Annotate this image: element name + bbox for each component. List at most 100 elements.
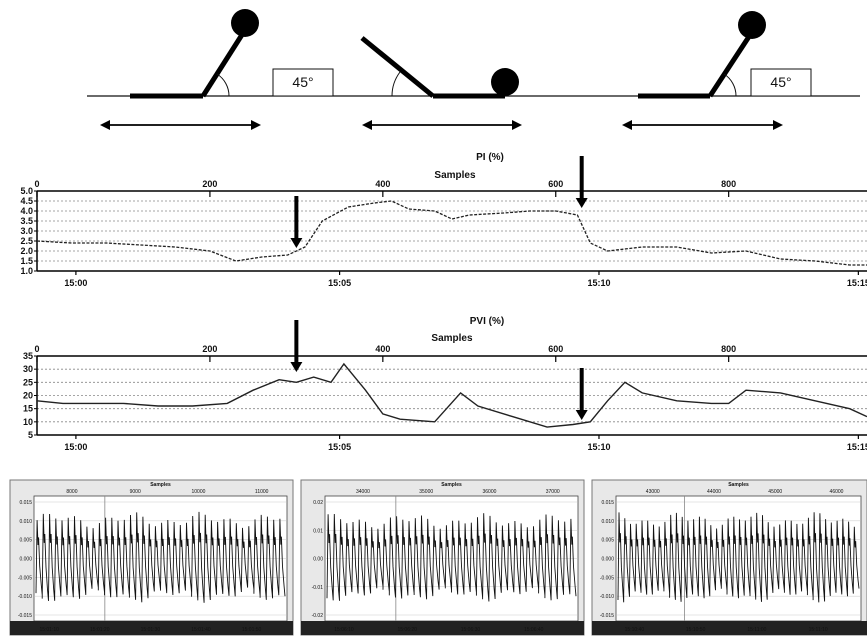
angle-label: 45°: [770, 74, 791, 90]
y-tick-label: -0.02: [312, 613, 324, 619]
sample-tick-label: 9000: [130, 489, 141, 495]
time-tick-label: 15:05: [328, 278, 351, 288]
time-tick-label: 15:01:30: [141, 627, 161, 633]
arrow-head-right: [773, 120, 783, 130]
pi-series-line: [36, 200, 867, 266]
position-1-legs-raised: 45°: [100, 9, 334, 130]
arrow-head-left: [622, 120, 632, 130]
sample-tick-label: 200: [202, 344, 217, 354]
time-tick-label: 15:00: [64, 442, 87, 452]
y-ticks: 35 30 25 20 15 10 5: [23, 351, 37, 440]
sample-tick-label: 44000: [707, 489, 721, 495]
y-tick-label: 15: [23, 404, 33, 414]
sample-tick-label: 45000: [768, 489, 782, 495]
y-tick-label: 0.010: [19, 519, 32, 525]
y-tick-label: 3.5: [20, 216, 33, 226]
y-tick-label: 25: [23, 377, 33, 387]
y-tick-label: 35: [23, 351, 33, 361]
event-arrow-head: [290, 238, 303, 248]
time-tick-label: 15:15: [847, 278, 867, 288]
event-arrow-head: [290, 362, 303, 372]
position-3-legs-raised: 45°: [622, 11, 812, 130]
time-strip: [592, 621, 867, 635]
y-tick-label: 0.02: [313, 500, 323, 506]
y-tick-label: -0.005: [600, 575, 614, 581]
y-tick-label: 2.5: [20, 236, 33, 246]
legs-segment: [707, 30, 755, 98]
sample-tick-label: 200: [202, 179, 217, 189]
y-tick-label: -0.005: [18, 575, 32, 581]
sample-tick-label: 46000: [830, 489, 844, 495]
y-tick-label: 0.01: [313, 528, 323, 534]
time-tick-label: 15:06:10: [334, 627, 354, 633]
panel-title: Samples: [150, 482, 171, 488]
time-tick-label: 15:01:10: [39, 627, 59, 633]
chart-title: PI (%): [476, 152, 504, 163]
time-tick-label: 15:10:50: [686, 627, 706, 633]
protocol-diagram: 45° 45°: [87, 9, 860, 130]
y-tick-label: -0.015: [18, 613, 32, 619]
event-arrow-head: [575, 198, 588, 208]
pvi-series-line: [36, 362, 867, 428]
x-axis-top-label: Samples: [431, 333, 473, 344]
sample-tick-label: 34000: [356, 489, 370, 495]
y-tick-label: 0.015: [601, 500, 614, 506]
sample-tick-label: 37000: [546, 489, 560, 495]
sample-ticks: 0 200 400 600 800: [34, 344, 736, 362]
angle-arc: [216, 73, 230, 97]
ppg-waveform-line: [617, 512, 860, 603]
y-tick-label: 5.0: [20, 186, 33, 196]
gridlines: [37, 355, 867, 436]
time-tick-label: 15:01:40: [191, 627, 211, 633]
time-tick-label: 15:06:40: [524, 627, 544, 633]
angle-arc: [723, 73, 737, 97]
ppg-waveform-line: [326, 513, 577, 602]
time-tick-label: 15:01:20: [90, 627, 110, 633]
sample-tick-label: 35000: [419, 489, 433, 495]
angle-box: [272, 68, 334, 97]
sample-tick-label: 43000: [646, 489, 660, 495]
sample-tick-label: 0: [34, 179, 39, 189]
y-tick-label: 0.005: [19, 538, 32, 544]
y-tick-label: -0.010: [18, 594, 32, 600]
ppg-panel-1: Samples 8000 9000 10000 11000 0.015 0.010 0.005…: [9, 479, 294, 636]
time-ticks: 15:00 15:05 15:10 15:15: [64, 435, 867, 452]
head-icon: [231, 9, 259, 37]
chart-title: PVI (%): [470, 316, 504, 327]
event-arrow-head: [575, 410, 588, 420]
event-markers: [290, 320, 588, 420]
sample-tick-label: 800: [721, 344, 736, 354]
time-tick-label: 15:06:30: [461, 627, 481, 633]
y-tick-label: 4.0: [20, 206, 33, 216]
sample-tick-label: 10000: [191, 489, 205, 495]
sample-tick-label: 0: [34, 344, 39, 354]
time-tick-label: 15:11:00: [747, 627, 766, 633]
y-tick-label: 0.005: [601, 538, 614, 544]
head-icon: [738, 11, 766, 39]
angle-arc: [391, 71, 401, 97]
time-tick-label: 15:05: [328, 442, 351, 452]
sample-tick-label: 600: [548, 344, 563, 354]
time-tick-label: 15:01:50: [242, 627, 262, 633]
sample-tick-label: 400: [375, 179, 390, 189]
pvi-chart: PVI (%) Samples 0 200 400 600 800 15:00 15:05…: [23, 316, 867, 452]
y-ticks: 5.04.54.03.53.02.52.01.51.0: [20, 186, 37, 276]
sample-tick-label: 36000: [482, 489, 496, 495]
ppg-waveform-panels: Samples 8000 9000 10000 11000 0.015 0.010 0.005…: [9, 479, 867, 636]
time-tick-label: 15:10:40: [625, 627, 645, 633]
y-tick-label: 4.5: [20, 196, 33, 206]
time-tick-label: 15:11:10: [809, 627, 828, 633]
y-tick-label: 1.5: [20, 256, 33, 266]
sample-tick-label: 11000: [255, 489, 269, 495]
y-tick-label: 0.000: [19, 557, 32, 563]
y-tick-label: 0.015: [19, 500, 32, 506]
y-tick-label: 5: [28, 430, 33, 440]
legs-segment: [200, 28, 248, 98]
arrow-head-right: [512, 120, 522, 130]
pi-chart: PI (%) Samples 0 200 400 600 800 15:00 15:05 1…: [20, 152, 867, 288]
sample-tick-label: 400: [375, 344, 390, 354]
panel-title: Samples: [441, 482, 462, 488]
time-tick-label: 15:06:20: [397, 627, 417, 633]
time-strip: [10, 621, 293, 635]
